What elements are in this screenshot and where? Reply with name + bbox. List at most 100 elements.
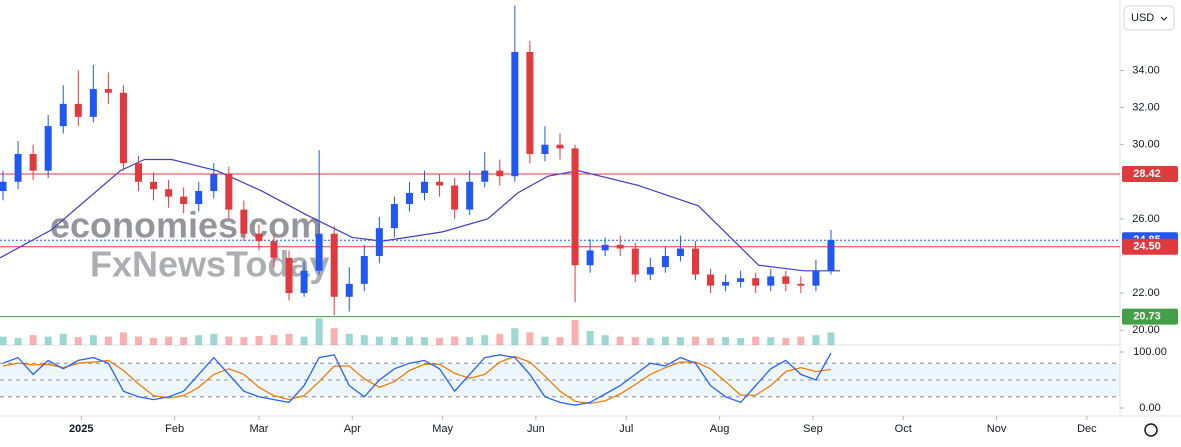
candle-body [767,276,775,286]
volume-bar [511,328,519,345]
candle-body [0,181,7,192]
candle-body [195,191,203,205]
x-tick-label: Aug [710,423,730,435]
candle-body [631,248,639,275]
y-tick-label: 30.00 [1132,139,1160,151]
currency-button[interactable]: USD [1123,5,1175,31]
candle-body [601,244,609,251]
level-label-box [1122,238,1178,255]
x-tick-label: Feb [165,423,184,435]
volume-bar [390,337,398,345]
x-tick-label: Jul [619,423,633,435]
level-label-box [1122,308,1178,325]
level-label: 28.42 [1133,168,1161,180]
candle-body [150,181,158,190]
candle-body [737,278,745,282]
volume-bar [255,336,263,345]
y-tick-label: 26.00 [1132,213,1160,225]
stoch-k [2,352,832,406]
volume-bar [315,318,323,345]
volume-bar [59,333,67,345]
candle-body [526,51,534,154]
candle-body [300,270,308,294]
candle-body [421,181,429,193]
candle-body [134,163,142,182]
candle-body [707,274,715,286]
watermark-text: FxNewsToday [90,244,329,285]
candle-body [451,185,459,210]
level-label-box [1122,165,1178,182]
gear-icon[interactable] [1144,423,1158,437]
y-tick-label: 20.00 [1132,324,1160,336]
y-tick-label: 34.00 [1132,64,1160,76]
volume-bar [119,332,127,345]
x-tick-label: May [432,423,453,435]
chevron[interactable] [1160,16,1168,21]
volume-bar [330,328,338,345]
x-tick-label: Apr [344,423,361,435]
candle-body [119,92,127,164]
volume-bar [722,337,730,345]
volume-bar [74,337,82,345]
currency-label[interactable]: USD [1131,12,1154,24]
candle-body [782,276,790,284]
volume-bar [14,338,22,345]
volume-bar [691,336,699,345]
candle-body [722,281,730,286]
volume-bar [89,335,97,345]
candle-body [14,153,22,182]
x-tick-label: 2025 [69,423,93,435]
volume-bar [496,333,504,345]
candle-body [797,283,805,286]
candle-body [59,103,67,127]
candle-body [436,181,444,186]
candle-body [210,174,218,192]
volume-bar [180,337,188,345]
candle-body [676,248,684,256]
volume-bar [300,336,308,345]
candle-body [752,278,760,286]
volume-bar [44,336,52,345]
candle-body [405,192,413,205]
volume-bar [360,335,368,345]
volume-bar [601,335,609,345]
moving-average [0,158,840,272]
volume-bar [195,335,203,345]
candle-body [556,144,564,149]
volume-bar [707,338,715,345]
candle-body [616,244,624,249]
candle-body [541,144,549,154]
settings-button[interactable] [1144,423,1158,437]
y-tick-label: 22.00 [1132,287,1160,299]
volume-bar [541,336,549,345]
x-tick-label: Nov [987,423,1007,435]
volume-bar [0,336,7,345]
candle-body [165,189,173,197]
candle-body [315,233,323,271]
candle-body [44,126,52,171]
x-tick-label: Jun [527,423,545,435]
candle-body [375,228,383,256]
volume-bar [812,335,820,345]
stoch-tick-label: 100.00 [1133,346,1167,358]
candle-body [646,267,654,275]
level-label: 20.73 [1133,311,1161,323]
volume-bar [134,336,142,345]
candle-body [571,148,579,266]
volume-bar [616,336,624,345]
volume-bar [421,337,429,345]
candle-body [827,240,835,271]
candle-body [29,153,37,171]
candle-body [270,241,278,258]
candle-body [225,174,233,210]
volume-bar [29,335,37,345]
volume-bar [225,336,233,345]
candle-body [360,255,368,284]
volume-bar [436,338,444,345]
currency-box[interactable] [1123,5,1175,31]
volume-bar [571,319,579,345]
volume-bar [661,336,669,345]
volume-bar [451,336,459,345]
